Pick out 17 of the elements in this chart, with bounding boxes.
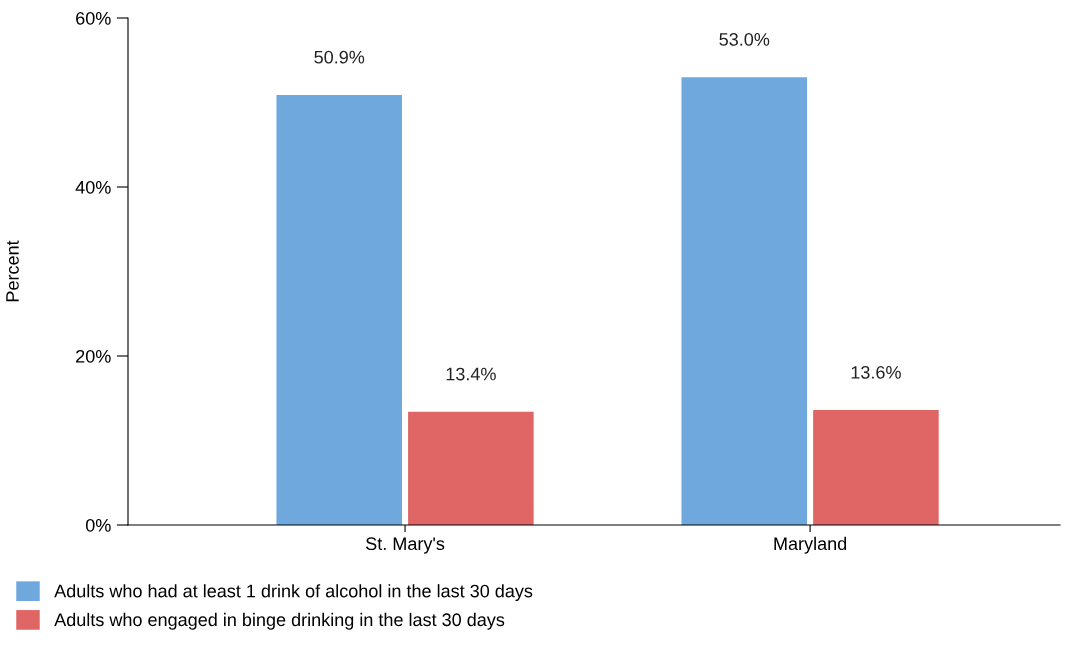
bar [813, 410, 939, 525]
y-tick-label: 0% [85, 518, 111, 532]
legend-label: Adults who engaged in binge drinking in the last 30 days [54, 612, 505, 630]
y-tick-label: 40% [75, 180, 111, 194]
bar [681, 77, 808, 525]
y-tick-label: 20% [76, 349, 111, 363]
x-tick-label: Maryland [774, 536, 847, 554]
data-label: 13.6% [851, 365, 901, 379]
y-axis-title: Percent [6, 240, 19, 302]
data-label: 53.0% [719, 33, 770, 46]
data-label: 13.4% [446, 367, 496, 381]
data-label: 50.9% [314, 50, 365, 64]
bar [408, 411, 534, 525]
y-tick-label: 60% [76, 11, 111, 25]
bar [276, 94, 403, 525]
legend-label: Adults who had at least 1 drink of alcohol in the last 30 days [54, 584, 533, 601]
x-tick-label: St. Mary's [366, 537, 445, 554]
